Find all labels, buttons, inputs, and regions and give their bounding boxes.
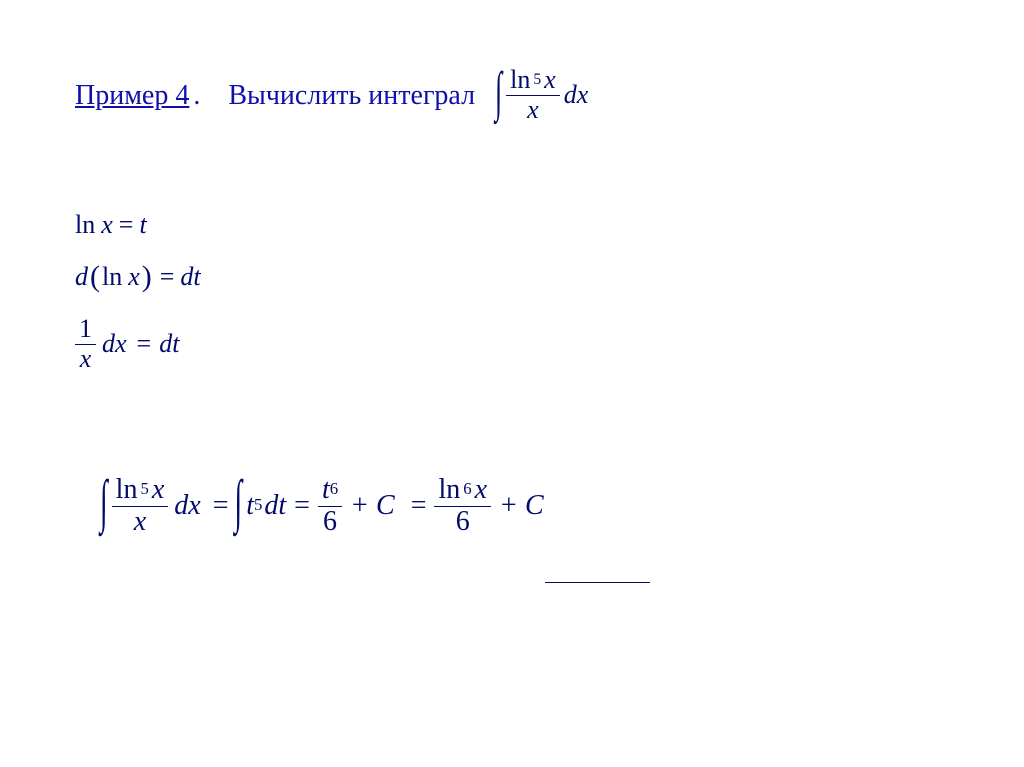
plus-c-text: + C xyxy=(499,490,544,522)
dx-text: dx xyxy=(174,490,200,522)
dx-text: dx xyxy=(564,80,589,110)
equals-sign: = xyxy=(411,490,427,522)
slide: Пример 4. Вычислить интеграл ∫ ln 5 x x … xyxy=(0,0,1024,767)
dt-text: dt xyxy=(180,262,200,292)
one-over-x-fraction: 1 x xyxy=(75,315,96,373)
denominator-x: x xyxy=(130,507,150,538)
rparen: ) xyxy=(142,260,152,294)
ln-text: ln xyxy=(510,66,530,95)
plus-c-text: + C xyxy=(350,490,395,522)
ln-text: ln xyxy=(438,475,460,506)
t-exp-6: 6 xyxy=(330,480,338,498)
ln-exp: 5 xyxy=(140,480,148,498)
answer-underline xyxy=(545,582,650,583)
dt-text: dt xyxy=(264,490,286,522)
equals-sign: = xyxy=(160,262,175,292)
example-label: Пример 4 xyxy=(75,80,189,112)
integral-sign-icon: ∫ xyxy=(495,61,502,124)
substitution-line-1: ln x = t xyxy=(75,210,147,240)
integral-sign-icon: ∫ xyxy=(100,471,108,538)
lparen: ( xyxy=(90,260,100,294)
var-x: x xyxy=(101,210,113,240)
integral-header: ∫ ln 5 x x dx xyxy=(495,66,588,124)
heading-instruction: Вычислить интеграл xyxy=(228,80,475,112)
ln-var: x xyxy=(544,66,556,95)
ln-exponent: 5 xyxy=(533,71,541,88)
ln6x-over-6-fraction: ln 6 x 6 xyxy=(434,475,491,538)
substitution-line-3: 1 x dx = dt xyxy=(75,315,179,373)
var-t: t xyxy=(322,475,330,506)
dt-text: dt xyxy=(159,329,179,359)
equals-sign: = xyxy=(294,490,310,522)
denominator-6: 6 xyxy=(319,507,341,538)
dx-text: dx xyxy=(102,329,127,359)
heading-period: . xyxy=(193,80,200,112)
ln-exp-6: 6 xyxy=(463,480,471,498)
var-x: x xyxy=(128,262,140,292)
ln-text: ln xyxy=(75,210,95,240)
var-t: t xyxy=(246,490,254,522)
denominator-x: x xyxy=(76,345,96,374)
var-t: t xyxy=(139,210,146,240)
heading-line: Пример 4. Вычислить интеграл xyxy=(75,80,475,112)
solution-line: ∫ ln 5 x x dx = ∫ t 5 dt = t 6 6 + C = xyxy=(100,475,544,538)
t-exp-5: 5 xyxy=(254,495,262,515)
substitution-line-2: d ( ln x ) = dt xyxy=(75,260,201,294)
integrand-fraction: ln 5 x x xyxy=(506,66,560,124)
integrand-denominator: x xyxy=(523,96,543,125)
t6-over-6-fraction: t 6 6 xyxy=(318,475,342,538)
integral-sign-icon: ∫ xyxy=(235,471,243,538)
solution-lhs-fraction: ln 5 x x xyxy=(112,475,169,538)
equals-sign: = xyxy=(137,329,152,359)
var-x: x xyxy=(152,475,164,506)
ln-text: ln xyxy=(102,262,122,292)
equals-sign: = xyxy=(119,210,134,240)
d-text: d xyxy=(75,262,88,292)
var-x: x xyxy=(475,475,487,506)
equals-sign: = xyxy=(213,490,229,522)
denominator-6: 6 xyxy=(452,507,474,538)
ln-text: ln xyxy=(116,475,138,506)
numerator-one: 1 xyxy=(75,315,96,344)
